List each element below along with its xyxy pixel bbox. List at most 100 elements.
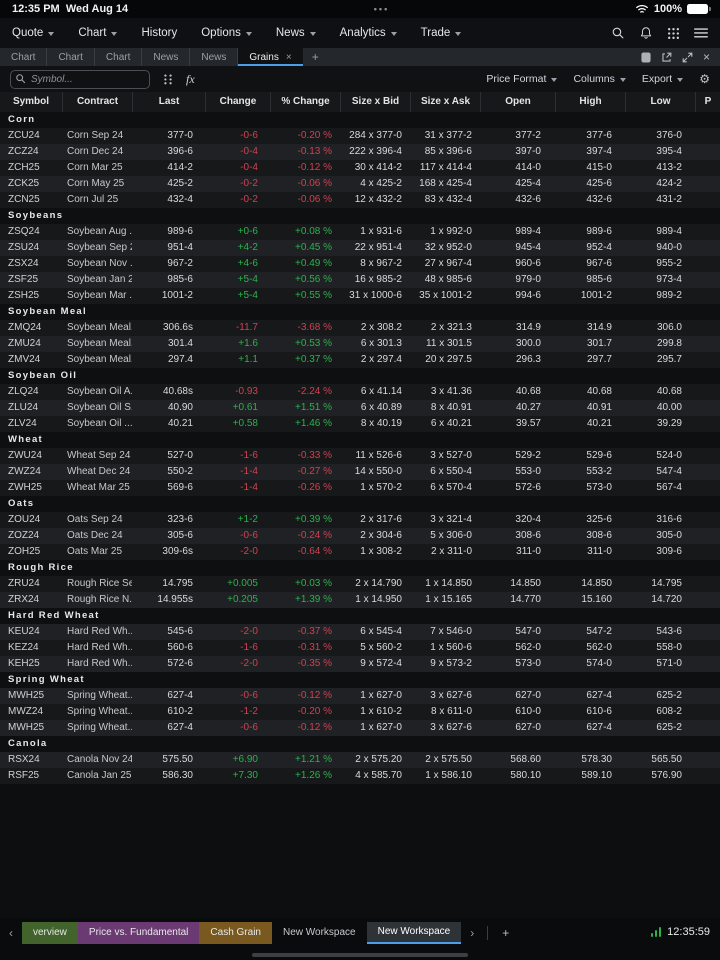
cell-symbol: ZWZ24 bbox=[8, 466, 41, 477]
panel-tab-chart[interactable]: Chart bbox=[95, 48, 143, 66]
column-header-change[interactable]: % Change bbox=[270, 92, 340, 112]
panel-tab-chart[interactable]: Chart bbox=[47, 48, 95, 66]
symbol-search-input[interactable] bbox=[10, 70, 150, 89]
export-dropdown[interactable]: Export bbox=[642, 73, 684, 85]
quote-row-mwh25[interactable]: MWH25 Spring Wheat... 627-4 -0-6 -0.12 % 1 x … bbox=[0, 720, 720, 736]
cell-size-x-ask: 6 x 570-4 bbox=[430, 482, 472, 493]
quote-row-mwz24[interactable]: MWZ24 Spring Wheat... 610-2 -1-2 -0.20 % 1 x … bbox=[0, 704, 720, 720]
cell-low: 625-2 bbox=[656, 690, 682, 701]
workspace-tab-new-workspace[interactable]: New Workspace bbox=[282, 927, 356, 938]
cell-high: 314.9 bbox=[586, 322, 612, 333]
cell-low: 306.0 bbox=[656, 322, 682, 333]
cell-open: 989-4 bbox=[515, 226, 541, 237]
quote-row-zou24[interactable]: ZOU24 Oats Sep 24 323-6 +1-2 +0.39 % 2 x 317-… bbox=[0, 512, 720, 528]
notifications-bell-icon[interactable] bbox=[639, 26, 653, 40]
quote-row-keh25[interactable]: KEH25 Hard Red Wh... 572-6 -2-0 -0.35 % 9 x 5… bbox=[0, 656, 720, 672]
add-tab-button[interactable]: + bbox=[311, 50, 319, 64]
column-header-size-x-ask[interactable]: Size x Ask bbox=[410, 92, 480, 112]
apps-grid-icon[interactable] bbox=[667, 27, 680, 40]
expand-icon[interactable] bbox=[682, 52, 693, 63]
chevron-right-icon[interactable]: › bbox=[470, 926, 475, 940]
panel-tab-chart[interactable]: Chart bbox=[0, 48, 48, 66]
multitask-ellipsis-icon: ••• bbox=[373, 4, 390, 14]
quote-row-zsu24[interactable]: ZSU24 Soybean Sep 24 951-4 +4-2 +0.45 % 22 x … bbox=[0, 240, 720, 256]
column-header-size-x-bid[interactable]: Size x Bid bbox=[340, 92, 410, 112]
quote-row-rsx24[interactable]: RSX24 Canola Nov 24 575.50 +6.90 +1.21 % 2 x … bbox=[0, 752, 720, 768]
column-header-last[interactable]: Last bbox=[132, 92, 205, 112]
workspace-tab-price-vs-fundamental[interactable]: Price vs. Fundamental bbox=[77, 922, 200, 944]
close-icon[interactable]: × bbox=[702, 50, 710, 64]
quote-row-zcu24[interactable]: ZCU24 Corn Sep 24 377-0 -0-6 -0.20 % 284 x 37… bbox=[0, 128, 720, 144]
cell-low: 40.00 bbox=[656, 402, 682, 413]
cell-open: 425-4 bbox=[515, 178, 541, 189]
menu-item-analytics[interactable]: Analytics bbox=[340, 27, 397, 39]
quote-row-zwu24[interactable]: ZWU24 Wheat Sep 24 527-0 -1-6 -0.33 % 11 x 52… bbox=[0, 448, 720, 464]
column-header-high[interactable]: High bbox=[555, 92, 625, 112]
status-bar: 12:35 PM Wed Aug 14 ••• 100% bbox=[0, 0, 720, 18]
quote-row-zcn25[interactable]: ZCN25 Corn Jul 25 432-4 -0-2 -0.06 % 12 x 432… bbox=[0, 192, 720, 208]
search-icon[interactable] bbox=[611, 26, 625, 40]
settings-gear-icon[interactable]: ⚙ bbox=[699, 72, 710, 86]
quote-row-zcz24[interactable]: ZCZ24 Corn Dec 24 396-6 -0-4 -0.13 % 222 x 39… bbox=[0, 144, 720, 160]
panel-tab-news[interactable]: News bbox=[190, 48, 239, 66]
cell-size-x-ask: 27 x 967-4 bbox=[424, 258, 472, 269]
cell-contract: Soybean Sep 24 bbox=[67, 242, 132, 253]
quote-row-zru24[interactable]: ZRU24 Rough Rice Se... 14.795 +0.005 +0.03 %… bbox=[0, 576, 720, 592]
quote-row-zlv24[interactable]: ZLV24 Soybean Oil ... 40.21 +0.58 +1.46 % 8 x… bbox=[0, 416, 720, 432]
quote-row-kez24[interactable]: KEZ24 Hard Red Wh... 560-6 -1-6 -0.31 % 5 x 5… bbox=[0, 640, 720, 656]
quote-row-zck25[interactable]: ZCK25 Corn May 25 425-2 -0-2 -0.06 % 4 x 425-… bbox=[0, 176, 720, 192]
panel-icon[interactable] bbox=[641, 52, 651, 63]
quote-row-zwz24[interactable]: ZWZ24 Wheat Dec 24 550-2 -1-4 -0.27 % 14 x 55… bbox=[0, 464, 720, 480]
workspace-tab-new-workspace[interactable]: New Workspace bbox=[366, 922, 462, 944]
quote-row-zsq24[interactable]: ZSQ24 Soybean Aug ... 989-6 +0-6 +0.08 % 1 x … bbox=[0, 224, 720, 240]
cell-high: 15.160 bbox=[581, 594, 612, 605]
menu-item-quote[interactable]: Quote bbox=[12, 27, 55, 39]
quote-row-zlu24[interactable]: ZLU24 Soybean Oil S... 40.90 +0.61 +1.51 % 6 … bbox=[0, 400, 720, 416]
quote-row-rsf25[interactable]: RSF25 Canola Jan 25 586.30 +7.30 +1.26 % 4 x … bbox=[0, 768, 720, 784]
menu-item-history[interactable]: History bbox=[141, 27, 177, 39]
cell-change: -0-6 bbox=[240, 690, 258, 701]
quote-row-zoh25[interactable]: ZOH25 Oats Mar 25 309-6s -2-0 -0.64 % 1 x 308… bbox=[0, 544, 720, 560]
panel-tab-news[interactable]: News bbox=[142, 48, 191, 66]
columns-dropdown[interactable]: Columns bbox=[573, 73, 626, 85]
column-header-contract[interactable]: Contract bbox=[62, 92, 132, 112]
cell-change: -0.93 bbox=[235, 386, 258, 397]
column-header-change[interactable]: Change bbox=[205, 92, 270, 112]
hamburger-menu-icon[interactable] bbox=[694, 27, 708, 39]
chevron-left-icon[interactable]: ‹ bbox=[9, 926, 13, 940]
quote-row-zmu24[interactable]: ZMU24 Soybean Meal... 301.4 +1.6 +0.53 % 6 x … bbox=[0, 336, 720, 352]
menu-item-news[interactable]: News bbox=[276, 27, 316, 39]
quote-row-zch25[interactable]: ZCH25 Corn Mar 25 414-2 -0-4 -0.12 % 30 x 414… bbox=[0, 160, 720, 176]
workspace-tab-verview[interactable]: verview bbox=[22, 922, 78, 944]
quote-row-keu24[interactable]: KEU24 Hard Red Wh... 545-6 -2-0 -0.37 % 6 x 5… bbox=[0, 624, 720, 640]
quote-row-zsh25[interactable]: ZSH25 Soybean Mar ... 1001-2 +5-4 +0.55 % 31 … bbox=[0, 288, 720, 304]
grid-dots-icon[interactable] bbox=[162, 73, 174, 85]
cell-size-x-bid: 1 x 14.950 bbox=[355, 594, 402, 605]
column-header-open[interactable]: Open bbox=[480, 92, 555, 112]
menu-item-chart[interactable]: Chart bbox=[78, 27, 118, 39]
column-header-symbol[interactable]: Symbol bbox=[12, 96, 50, 107]
workspace-tab-cash-grain[interactable]: Cash Grain bbox=[199, 922, 272, 944]
quote-row-zrx24[interactable]: ZRX24 Rough Rice N... 14.955s +0.205 +1.39 %… bbox=[0, 592, 720, 608]
open-external-icon[interactable] bbox=[661, 52, 672, 63]
cell-pct-change: +1.21 % bbox=[295, 754, 332, 765]
quote-row-zsf25[interactable]: ZSF25 Soybean Jan 25 985-6 +5-4 +0.56 % 16 x … bbox=[0, 272, 720, 288]
cell-low: 424-2 bbox=[656, 178, 682, 189]
quote-row-zoz24[interactable]: ZOZ24 Oats Dec 24 305-6 -0-6 -0.24 % 2 x 304-… bbox=[0, 528, 720, 544]
menu-item-options[interactable]: Options bbox=[201, 27, 252, 39]
close-tab-icon[interactable]: × bbox=[285, 51, 292, 63]
cell-size-x-bid: 1 x 627-0 bbox=[360, 690, 402, 701]
formula-fx-button[interactable]: fx bbox=[186, 71, 195, 86]
quote-row-mwh25[interactable]: MWH25 Spring Wheat... 627-4 -0-6 -0.12 % 1 x … bbox=[0, 688, 720, 704]
quote-row-zmv24[interactable]: ZMV24 Soybean Meal... 297.4 +1.1 +0.37 % 2 x … bbox=[0, 352, 720, 368]
quote-row-zlq24[interactable]: ZLQ24 Soybean Oil A... 40.68s -0.93 -2.24 % 6… bbox=[0, 384, 720, 400]
column-header-low[interactable]: Low bbox=[625, 92, 695, 112]
quote-row-zsx24[interactable]: ZSX24 Soybean Nov ... 967-2 +4-6 +0.49 % 8 x … bbox=[0, 256, 720, 272]
quote-row-zmq24[interactable]: ZMQ24 Soybean Meal... 306.6s -11.7 -3.68 % 2 … bbox=[0, 320, 720, 336]
panel-tab-grains[interactable]: Grains × bbox=[238, 48, 303, 66]
column-header-p[interactable]: P bbox=[695, 92, 720, 112]
add-workspace-button[interactable]: + bbox=[502, 926, 510, 940]
quote-row-zwh25[interactable]: ZWH25 Wheat Mar 25 569-6 -1-4 -0.26 % 1 x 570… bbox=[0, 480, 720, 496]
menu-item-trade[interactable]: Trade bbox=[421, 27, 462, 39]
price-format-dropdown[interactable]: Price Format bbox=[486, 73, 558, 85]
